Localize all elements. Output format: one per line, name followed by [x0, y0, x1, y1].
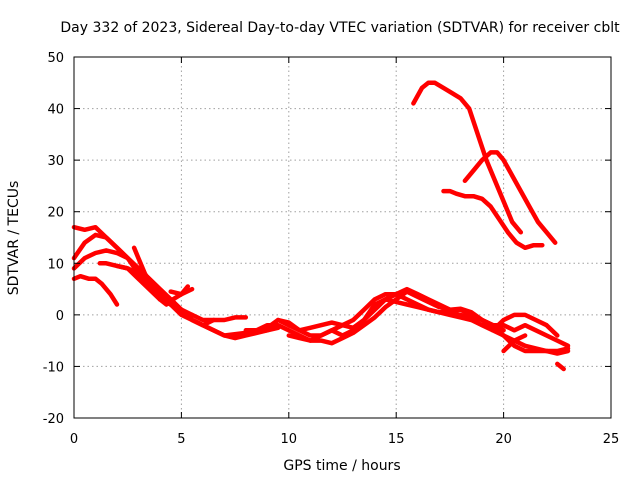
x-tick-label: 5 — [177, 432, 185, 447]
chart-title: Day 332 of 2023, Sidereal Day-to-day VTE… — [60, 20, 620, 36]
series-line-track-3 — [71, 248, 270, 341]
x-tick-label: 20 — [495, 432, 512, 447]
series-line-track-17 — [462, 150, 558, 245]
series-line-track-1 — [71, 224, 249, 328]
series-line-track-16 — [411, 80, 524, 235]
x-tick-label: 15 — [388, 432, 405, 447]
series-line-track-9 — [243, 291, 571, 356]
x-axis-label: GPS time / hours — [283, 458, 400, 474]
x-tick-label: 25 — [603, 432, 620, 447]
plot-frame — [73, 56, 612, 419]
grid-lines — [74, 57, 611, 418]
series-line-track-14 — [490, 312, 560, 338]
series-line-track-12 — [286, 289, 571, 354]
y-axis-label: SDTVAR / TECUs — [6, 181, 22, 296]
series-line-track-11 — [265, 297, 506, 333]
y-tick-label: -10 — [43, 360, 64, 375]
y-tick-label: 50 — [47, 51, 64, 66]
y-tick-label: 40 — [47, 103, 64, 118]
y-tick-label: -20 — [43, 412, 64, 427]
y-tick-label: 0 — [56, 309, 64, 324]
x-tick-label: 0 — [70, 432, 78, 447]
series-group — [71, 80, 571, 372]
series-line-track-10 — [275, 286, 571, 349]
series-line-track-15 — [555, 361, 566, 372]
series-line-track-18 — [441, 188, 545, 251]
x-tick-label: 10 — [281, 432, 298, 447]
axis-ticks: 0 5 10 15 20 25 -20 -10 0 10 20 30 40 50 — [43, 51, 620, 447]
y-tick-label: 30 — [47, 154, 64, 169]
y-tick-label: 20 — [47, 206, 64, 221]
series-line-track-4 — [71, 273, 120, 307]
y-tick-label: 10 — [47, 257, 64, 272]
series-line-track-8 — [168, 286, 195, 297]
series-line-track-7 — [131, 245, 216, 323]
series-line-track-13 — [501, 333, 528, 354]
